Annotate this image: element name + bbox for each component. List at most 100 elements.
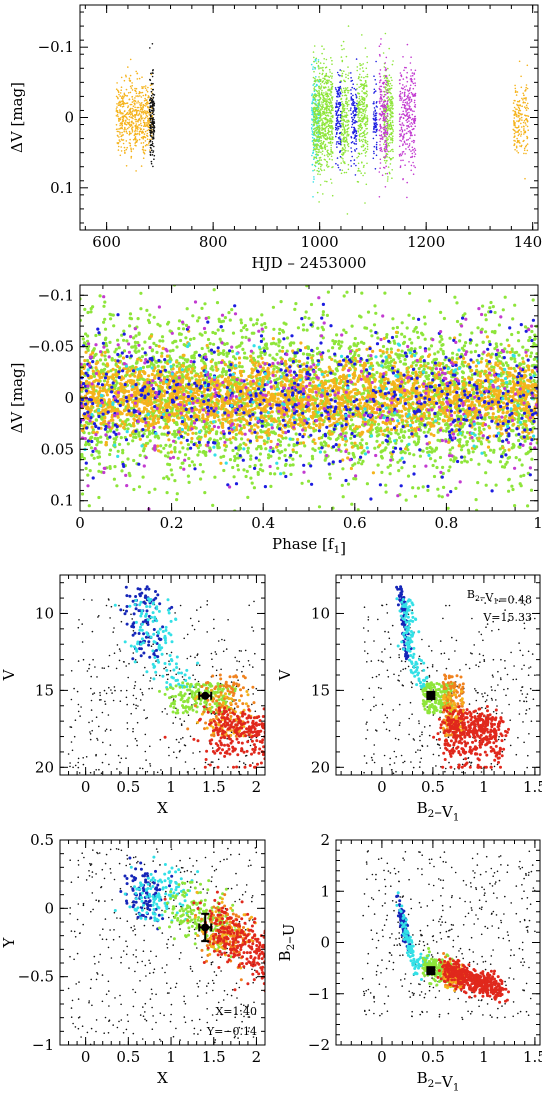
- data-point: [375, 90, 377, 92]
- data-point: [497, 439, 500, 442]
- data-point: [139, 127, 141, 129]
- data-point: [148, 491, 151, 494]
- plot-frame: [80, 5, 538, 230]
- data-point: [361, 34, 363, 36]
- data-point: [318, 168, 320, 170]
- data-point: [382, 174, 384, 176]
- data-point: [324, 146, 326, 148]
- data-point: [314, 86, 316, 88]
- data-point: [485, 318, 488, 321]
- data-point: [525, 89, 527, 91]
- data-point: [153, 138, 155, 140]
- data-point: [295, 451, 298, 454]
- data-point: [490, 365, 493, 368]
- data-point: [143, 105, 145, 107]
- data-point: [522, 93, 524, 95]
- data-point: [145, 85, 147, 87]
- data-point: [514, 143, 516, 145]
- data-point: [134, 97, 136, 99]
- data-point: [359, 112, 361, 114]
- data-point: [410, 170, 412, 172]
- data-point: [340, 142, 342, 144]
- data-point: [306, 361, 309, 364]
- data-point: [320, 166, 322, 168]
- data-point: [292, 463, 295, 466]
- data-point: [302, 323, 305, 326]
- data-point: [153, 136, 155, 138]
- data-point: [381, 100, 383, 102]
- data-point: [409, 106, 411, 108]
- data-point: [342, 92, 344, 94]
- data-point: [345, 125, 347, 127]
- data-point: [514, 122, 516, 124]
- data-point: [411, 126, 413, 128]
- data-point: [331, 122, 333, 124]
- data-point: [527, 103, 529, 105]
- data-point: [380, 150, 382, 152]
- data-point: [359, 68, 361, 70]
- data-point: [499, 460, 502, 463]
- data-point: [141, 142, 143, 144]
- data-point: [412, 114, 414, 116]
- data-point: [407, 139, 409, 141]
- data-point: [327, 119, 329, 121]
- data-point: [135, 71, 137, 73]
- data-point: [331, 77, 333, 79]
- data-point: [136, 123, 138, 125]
- data-point: [530, 489, 533, 492]
- data-point: [148, 112, 150, 114]
- data-point: [311, 124, 313, 126]
- data-point: [386, 81, 388, 83]
- data-point: [380, 147, 382, 149]
- data-point: [141, 86, 143, 88]
- data-point: [386, 123, 388, 125]
- data-point: [348, 169, 350, 171]
- data-point: [317, 192, 319, 194]
- data-point: [335, 87, 337, 89]
- data-point: [314, 123, 316, 125]
- data-point: [313, 128, 315, 130]
- data-point: [512, 446, 515, 449]
- data-point: [356, 84, 358, 86]
- data-point: [364, 114, 366, 116]
- data-point: [130, 92, 132, 94]
- data-point: [400, 93, 402, 95]
- data-point: [219, 456, 222, 459]
- data-point: [338, 121, 340, 123]
- data-point: [354, 102, 356, 104]
- data-point: [130, 114, 132, 116]
- series-black: [149, 43, 155, 167]
- data-point: [350, 77, 352, 79]
- data-point: [123, 120, 125, 122]
- data-point: [400, 72, 402, 74]
- data-point: [152, 83, 154, 85]
- data-point: [315, 129, 317, 131]
- data-point: [177, 457, 180, 460]
- data-point: [383, 96, 385, 98]
- data-point: [351, 423, 354, 426]
- data-point: [405, 143, 407, 145]
- data-point: [120, 102, 122, 104]
- data-point: [380, 38, 382, 40]
- data-point: [360, 126, 362, 128]
- data-point: [406, 125, 408, 127]
- data-point: [513, 304, 516, 307]
- data-point: [307, 480, 310, 483]
- data-point: [117, 131, 119, 133]
- data-point: [406, 143, 408, 145]
- data-point: [135, 91, 137, 93]
- data-point: [381, 131, 383, 133]
- data-point: [137, 73, 139, 75]
- data-point: [132, 131, 134, 133]
- data-point: [124, 152, 126, 154]
- data-point: [326, 163, 328, 165]
- data-point: [513, 120, 515, 122]
- data-point: [316, 327, 319, 330]
- data-point: [146, 104, 148, 106]
- data-point: [348, 121, 350, 123]
- data-point: [88, 432, 91, 435]
- data-point: [376, 130, 378, 132]
- data-point: [516, 94, 518, 96]
- data-point: [445, 427, 448, 430]
- data-point: [135, 121, 137, 123]
